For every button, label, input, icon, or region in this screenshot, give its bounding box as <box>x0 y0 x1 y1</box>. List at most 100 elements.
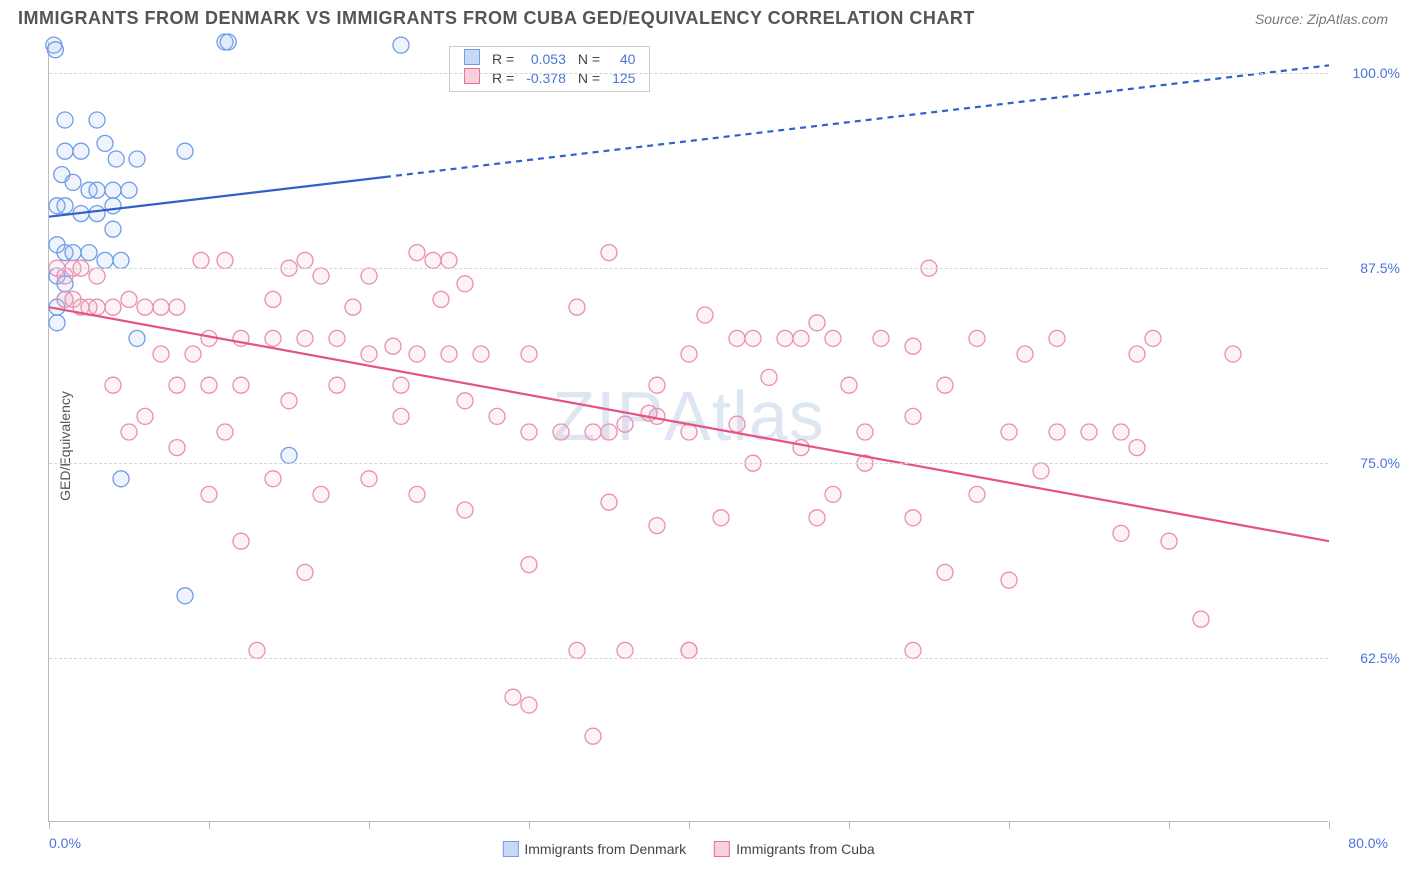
n-value-denmark: 40 <box>606 49 641 68</box>
scatter-point <box>177 143 193 159</box>
scatter-point <box>729 330 745 346</box>
scatter-point <box>65 174 81 190</box>
scatter-point <box>361 268 377 284</box>
scatter-point <box>569 642 585 658</box>
scatter-point <box>121 291 137 307</box>
scatter-point <box>713 510 729 526</box>
scatter-point <box>409 245 425 261</box>
scatter-point <box>113 471 129 487</box>
scatter-point <box>601 494 617 510</box>
scatter-point <box>809 315 825 331</box>
scatter-point <box>169 377 185 393</box>
scatter-point <box>281 393 297 409</box>
scatter-point <box>129 151 145 167</box>
scatter-point <box>220 34 236 50</box>
scatter-point <box>697 307 713 323</box>
scatter-point <box>81 245 97 261</box>
scatter-point <box>265 471 281 487</box>
x-tick <box>209 821 210 829</box>
x-min-label: 0.0% <box>49 835 81 851</box>
swatch-denmark-icon <box>502 841 518 857</box>
regression-line <box>49 307 1329 541</box>
stats-row-denmark: R = 0.053 N = 40 <box>458 49 641 68</box>
n-value-cuba: 125 <box>606 68 641 87</box>
scatter-point <box>601 424 617 440</box>
scatter-point <box>89 268 105 284</box>
scatter-point <box>265 330 281 346</box>
scatter-point <box>177 588 193 604</box>
legend-label-cuba: Immigrants from Cuba <box>736 841 874 857</box>
scatter-point <box>153 299 169 315</box>
x-max-label: 80.0% <box>1348 835 1388 851</box>
scatter-point <box>553 424 569 440</box>
r-label: R = <box>486 68 520 87</box>
scatter-point <box>89 112 105 128</box>
scatter-point <box>969 486 985 502</box>
scatter-point <box>313 268 329 284</box>
scatter-point <box>585 728 601 744</box>
x-tick <box>1009 821 1010 829</box>
scatter-point <box>89 206 105 222</box>
x-tick <box>1169 821 1170 829</box>
gridline-h <box>49 658 1328 659</box>
scatter-point <box>105 377 121 393</box>
y-tick-label: 87.5% <box>1336 260 1400 276</box>
x-tick <box>849 821 850 829</box>
scatter-point <box>345 299 361 315</box>
scatter-point <box>681 346 697 362</box>
scatter-point <box>217 252 233 268</box>
scatter-point <box>809 510 825 526</box>
legend-label-denmark: Immigrants from Denmark <box>524 841 686 857</box>
scatter-point <box>1033 463 1049 479</box>
scatter-point <box>281 447 297 463</box>
scatter-point <box>57 112 73 128</box>
scatter-point <box>1081 424 1097 440</box>
scatter-point <box>1225 346 1241 362</box>
n-label: N = <box>572 68 606 87</box>
scatter-point <box>457 276 473 292</box>
scatter-point <box>297 252 313 268</box>
source-label: Source: ZipAtlas.com <box>1255 11 1388 27</box>
scatter-point <box>1113 525 1129 541</box>
scatter-point <box>1049 424 1065 440</box>
scatter-point <box>105 182 121 198</box>
scatter-point <box>89 182 105 198</box>
scatter-point <box>457 393 473 409</box>
scatter-point <box>409 346 425 362</box>
scatter-point <box>385 338 401 354</box>
scatter-point <box>569 299 585 315</box>
x-tick <box>369 821 370 829</box>
y-tick-label: 75.0% <box>1336 455 1400 471</box>
scatter-point <box>297 330 313 346</box>
scatter-point <box>793 330 809 346</box>
gridline-h <box>49 268 1328 269</box>
x-tick <box>529 821 530 829</box>
scatter-point <box>121 424 137 440</box>
scatter-point <box>1001 572 1017 588</box>
scatter-point <box>105 198 121 214</box>
scatter-point <box>761 369 777 385</box>
scatter-point <box>681 642 697 658</box>
scatter-point <box>617 642 633 658</box>
scatter-point <box>97 135 113 151</box>
scatter-point <box>729 416 745 432</box>
legend-item-cuba: Immigrants from Cuba <box>714 841 874 857</box>
scatter-point <box>505 689 521 705</box>
scatter-point <box>47 42 63 58</box>
scatter-point <box>601 245 617 261</box>
scatter-point <box>1129 440 1145 456</box>
scatter-point <box>649 518 665 534</box>
scatter-point <box>249 642 265 658</box>
scatter-point <box>57 198 73 214</box>
scatter-point <box>521 557 537 573</box>
scatter-point <box>745 330 761 346</box>
stats-legend: R = 0.053 N = 40 R = -0.378 N = 125 <box>449 46 650 92</box>
scatter-point <box>361 346 377 362</box>
scatter-point <box>217 424 233 440</box>
scatter-point <box>489 408 505 424</box>
scatter-point <box>329 330 345 346</box>
scatter-point <box>521 346 537 362</box>
scatter-point <box>1145 330 1161 346</box>
scatter-point <box>73 143 89 159</box>
scatter-point <box>793 440 809 456</box>
